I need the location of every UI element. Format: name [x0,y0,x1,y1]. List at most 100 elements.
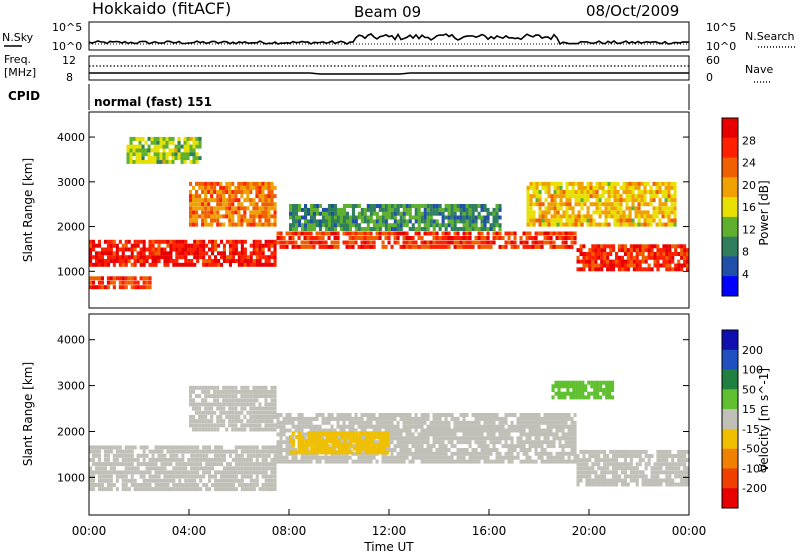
velocity-cell-2 [579,466,583,471]
power-cell-3 [393,211,397,216]
power-cell-6 [658,218,662,223]
velocity-cell-1 [324,420,328,425]
power-cell-1 [396,236,400,240]
power-cell-4 [273,202,277,207]
power-cell-6 [577,210,581,215]
power-cell-6 [562,214,566,219]
power-cell-4 [240,218,244,223]
power-cell-1 [540,231,544,236]
power-cell-6 [571,218,575,223]
velocity-cell-0 [148,462,152,467]
power-cell-4 [219,185,223,190]
power-cell-3 [318,227,322,231]
velocity-cell-2 [680,470,684,475]
power-cell-6 [649,214,653,219]
power-cell-6 [667,210,671,215]
power-cell-1 [327,231,331,236]
power-cell-1 [453,231,457,236]
power-cell-4 [201,202,205,207]
power-cell-0 [270,262,274,267]
power-cell-4 [189,206,193,211]
power-cell-2 [662,252,666,256]
power-cell-1 [276,236,280,240]
power-cell-2 [588,259,592,264]
velocity-cell-1 [411,436,415,441]
velocity-cell-2 [620,454,624,458]
velocity-cell-0 [202,445,206,450]
velocity-cell-1 [546,420,550,425]
velocity-cell-1 [486,428,490,433]
power-cell-2 [588,267,592,272]
velocity-cell-2 [665,458,669,463]
power-cell-0 [222,259,226,263]
power-cell-4 [207,222,211,227]
velocity-cell-0 [89,457,93,462]
velocity-cell-0 [163,457,167,462]
x-tick-2: 08:00 [272,524,307,538]
power-cell-5 [133,276,137,281]
velocity-cell-1 [399,436,403,441]
power-cell-5 [124,285,128,290]
velocity-cell-2 [671,462,675,467]
power-cell-0 [103,259,107,263]
velocity-cell-4 [557,391,561,396]
power-cell-2 [680,248,684,253]
power-cell-2 [641,244,645,249]
power-cell-4 [249,185,253,190]
velocity-cell-1 [471,413,475,417]
velocity-cell-1 [489,451,493,456]
power-cell-0 [267,259,271,263]
power-cell-4 [255,185,259,190]
power-cell-6 [544,206,548,211]
power-cell-4 [252,185,256,190]
velocity-cell-1 [465,420,469,425]
velocity-cell-1 [534,440,538,445]
velocity-cell-1 [294,428,298,433]
power-cell-4 [237,218,241,223]
power-cell-6 [673,202,677,207]
power-cell-2 [677,263,681,268]
velocity-cell-2 [647,462,651,467]
velocity-cell-0 [103,457,107,462]
power-cell-3 [429,215,433,220]
velocity-cell-3 [195,419,199,424]
power-cell-6 [592,218,596,223]
power-cell-2 [620,259,624,264]
power-cell-6 [622,190,626,194]
velocity-cell-2 [644,474,648,479]
velocity-cell-2 [579,462,583,467]
power-cell-1 [558,231,562,236]
velocity-colorbar-label: Velocity [m s^-1] [757,368,771,472]
velocity-cell-3 [216,385,220,390]
power-cell-6 [553,214,557,219]
velocity-cell-4 [605,380,609,385]
velocity-cell-1 [354,420,358,425]
velocity-cell-5 [376,431,380,436]
velocity-cell-1 [300,416,304,421]
power-cell-1 [423,240,427,245]
power-ytick-1: 2000 [57,221,85,234]
velocity-cell-2 [623,478,627,483]
velocity-cell-1 [480,424,484,429]
velocity-cell-1 [351,420,355,425]
velocity-cell-0 [217,478,221,483]
power-cell-0 [100,262,104,267]
power-cell-2 [588,248,592,253]
velocity-cell-1 [282,432,286,437]
power-cell-3 [339,223,343,228]
velocity-cell-1 [495,459,499,464]
velocity-cell-1 [411,416,415,421]
power-cell-3 [375,211,379,216]
power-cell-6 [565,181,569,186]
velocity-cell-1 [432,459,436,464]
velocity-cell-1 [300,459,304,464]
velocity-cell-5 [289,435,293,440]
velocity-cell-1 [513,444,517,449]
velocity-cell-2 [647,478,651,483]
power-cell-3 [295,223,299,228]
power-cell-6 [565,214,569,219]
power-cell-6 [547,202,551,207]
power-cell-3 [336,219,340,224]
velocity-cell-0 [220,449,224,454]
power-cell-4 [273,210,277,215]
